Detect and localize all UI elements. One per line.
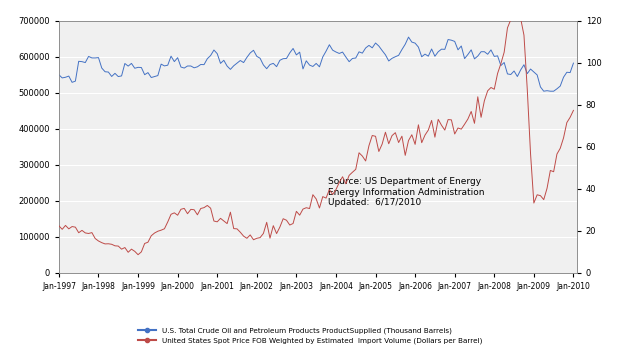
Text: Source: US Department of Energy
Energy Information Administration
Updated:  6/17: Source: US Department of Energy Energy I…: [328, 177, 485, 207]
Legend: U.S. Total Crude Oil and Petroleum Products ProductSupplied (Thousand Barrels), : U.S. Total Crude Oil and Petroleum Produ…: [136, 326, 484, 346]
